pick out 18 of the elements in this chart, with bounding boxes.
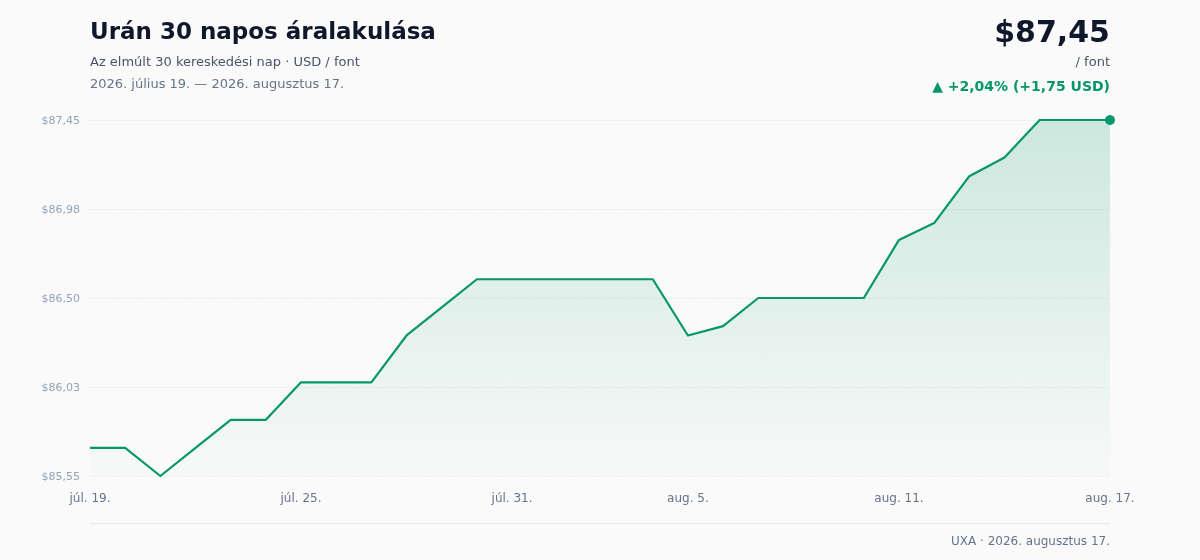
chart-title: Urán 30 napos áralakulása xyxy=(90,18,436,44)
x-tick-label: júl. 25. xyxy=(279,491,322,505)
x-tick-label: aug. 17. xyxy=(1085,491,1135,505)
chart-subtitle: Az elmúlt 30 kereskedési nap · USD / font xyxy=(90,54,360,69)
text: UXA · 2026. augusztus 17. xyxy=(950,534,1110,548)
y-tick-label: $85,55 xyxy=(41,469,80,483)
text: ▲ +2,04% (+1,75 USD) xyxy=(932,78,1110,94)
y-tick-label: $87,45 xyxy=(41,113,80,127)
text: / font xyxy=(1075,54,1110,69)
x-tick-label: aug. 5. xyxy=(667,491,709,505)
x-tick-label: aug. 11. xyxy=(874,491,924,505)
y-tick-label: $86,98 xyxy=(41,202,80,216)
text: 2026. július 19. — 2026. augusztus 17. xyxy=(90,76,345,91)
y-tick-label: $86,03 xyxy=(41,380,80,394)
text: $87,45 xyxy=(994,14,1110,49)
x-tick-label: júl. 19. xyxy=(68,491,111,505)
y-tick-label: $86,50 xyxy=(41,291,80,305)
x-tick-label: júl. 31. xyxy=(490,491,533,505)
